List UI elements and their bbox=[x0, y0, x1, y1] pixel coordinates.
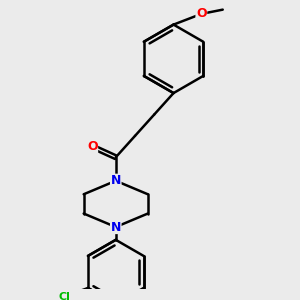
Text: O: O bbox=[87, 140, 98, 153]
Text: Cl: Cl bbox=[58, 292, 70, 300]
Text: N: N bbox=[111, 174, 121, 187]
Text: O: O bbox=[196, 8, 207, 20]
Text: N: N bbox=[111, 220, 121, 233]
